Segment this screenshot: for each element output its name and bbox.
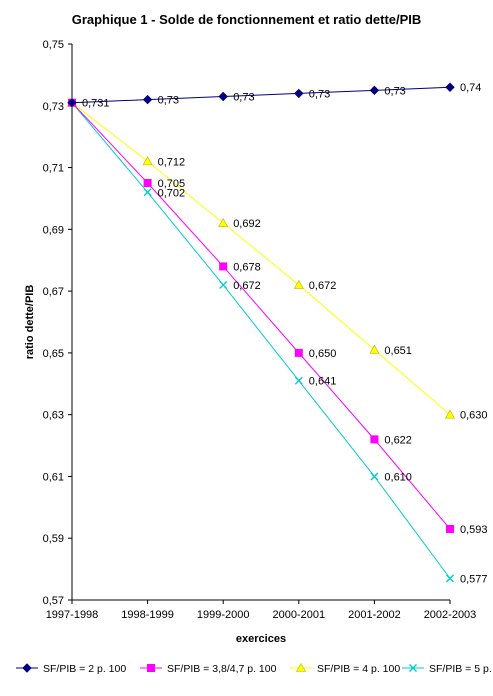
data-label: 0,73 — [158, 95, 179, 107]
data-label: 0,731 — [82, 98, 110, 110]
series-group — [66, 82, 456, 583]
data-label: 0,73 — [309, 88, 330, 100]
x-tick-label: 2002-2003 — [424, 609, 477, 621]
series-line — [71, 102, 451, 530]
data-point — [293, 279, 304, 289]
y-tick-label: 0,67 — [43, 286, 64, 298]
x-tick-label: 1997-1998 — [46, 609, 99, 621]
legend-label: SF/PIB = 2 p. 100 — [43, 663, 126, 675]
data-label: 0,702 — [158, 187, 186, 199]
y-axis-ticks: 0,57 0,59 0,61 0,63 0,65 0,67 0,69 0,71 0,73 0,75 — [43, 39, 72, 607]
y-tick-label: 0,71 — [43, 163, 64, 175]
legend-marker — [22, 663, 32, 673]
legend-marker — [295, 662, 307, 672]
data-label: 0,651 — [384, 345, 412, 357]
series-2 — [68, 98, 454, 533]
data-point — [370, 472, 379, 481]
data-label: 0,622 — [384, 434, 412, 446]
data-point — [67, 97, 77, 108]
y-tick-label: 0,57 — [43, 595, 64, 607]
legend-item: SF/PIB = 4 p. 100 — [290, 662, 400, 675]
legend-label: SF/PIB = 4 p. 100 — [317, 663, 400, 675]
data-point — [218, 91, 228, 102]
data-point — [445, 82, 455, 92]
y-tick-label: 0,73 — [43, 101, 64, 113]
data-label: 0,705 — [158, 178, 186, 190]
data-point — [446, 524, 454, 533]
data-label: 0,74 — [460, 82, 481, 94]
legend-label: SF/PIB = 3,8/4,7 p. 100 — [167, 663, 277, 675]
series-line — [71, 102, 451, 579]
y-axis-title: ratio dette/PIB — [24, 285, 36, 360]
x-axis-ticks: 1997-1998 1998-1999 1999-2000 2000-2001 2001… — [46, 600, 477, 621]
x-tick-label: 1999-2000 — [197, 609, 250, 621]
series-line — [71, 86, 451, 104]
data-point — [294, 376, 303, 385]
data-point — [446, 574, 454, 583]
x-tick-label: 2000-2001 — [272, 609, 325, 621]
y-tick-label: 0,59 — [43, 533, 64, 545]
x-tick-label: 1998-1999 — [121, 609, 174, 621]
data-label: 0,712 — [158, 156, 186, 168]
series-1 — [67, 82, 455, 108]
legend-marker — [409, 664, 417, 672]
data-label: 0,692 — [233, 218, 261, 230]
y-tick-label: 0,65 — [43, 348, 64, 360]
data-label: 0,593 — [460, 524, 488, 536]
y-tick-label: 0,63 — [43, 410, 64, 422]
data-point — [444, 409, 456, 419]
legend: SF/PIB = 2 p. 100 SF/PIB = 3,8/4,7 p. 100… — [16, 662, 492, 675]
data-label: 0,641 — [309, 376, 337, 388]
data-point — [143, 188, 152, 197]
data-point — [369, 85, 380, 96]
data-label: 0,73 — [233, 92, 254, 104]
legend-item: SF/PIB = 5 p. — [402, 663, 492, 675]
legend-item: SF/PIB = 3,8/4,7 p. 100 — [140, 663, 277, 675]
data-point — [294, 348, 303, 357]
data-point — [370, 435, 379, 444]
legend-label: SF/PIB = 5 p. — [429, 663, 492, 675]
data-label: 0,610 — [384, 471, 412, 483]
data-label: 0,650 — [309, 348, 337, 360]
y-tick-label: 0,61 — [43, 471, 64, 483]
data-label: 0,630 — [460, 410, 488, 422]
data-point — [143, 179, 152, 187]
data-label: 0,73 — [384, 85, 405, 97]
data-label: 0,577 — [460, 573, 488, 585]
data-point — [219, 280, 228, 289]
data-labels: 0,702 0,672 0,641 0,610 0,577 0,712 0,692 0,672… — [82, 82, 488, 585]
y-tick-label: 0,75 — [43, 39, 64, 51]
data-point — [218, 218, 229, 227]
series-3 — [66, 97, 456, 419]
x-tick-label: 2001-2002 — [348, 609, 401, 621]
data-label: 0,678 — [233, 261, 261, 273]
y-tick-label: 0,69 — [43, 224, 64, 236]
chart-title: Graphique 1 - Solde de fonctionnement et… — [71, 12, 422, 27]
axes — [71, 44, 450, 601]
data-point — [369, 344, 380, 354]
series-4 — [68, 98, 454, 583]
data-point — [142, 94, 153, 105]
data-point — [294, 88, 304, 99]
x-axis-title: exercices — [236, 633, 286, 645]
data-point — [219, 262, 228, 271]
series-line — [71, 102, 451, 416]
legend-item: SF/PIB = 2 p. 100 — [16, 663, 126, 675]
data-label: 0,672 — [309, 280, 337, 292]
data-point — [142, 156, 153, 166]
legend-marker — [147, 664, 155, 672]
data-label: 0,672 — [233, 280, 261, 292]
